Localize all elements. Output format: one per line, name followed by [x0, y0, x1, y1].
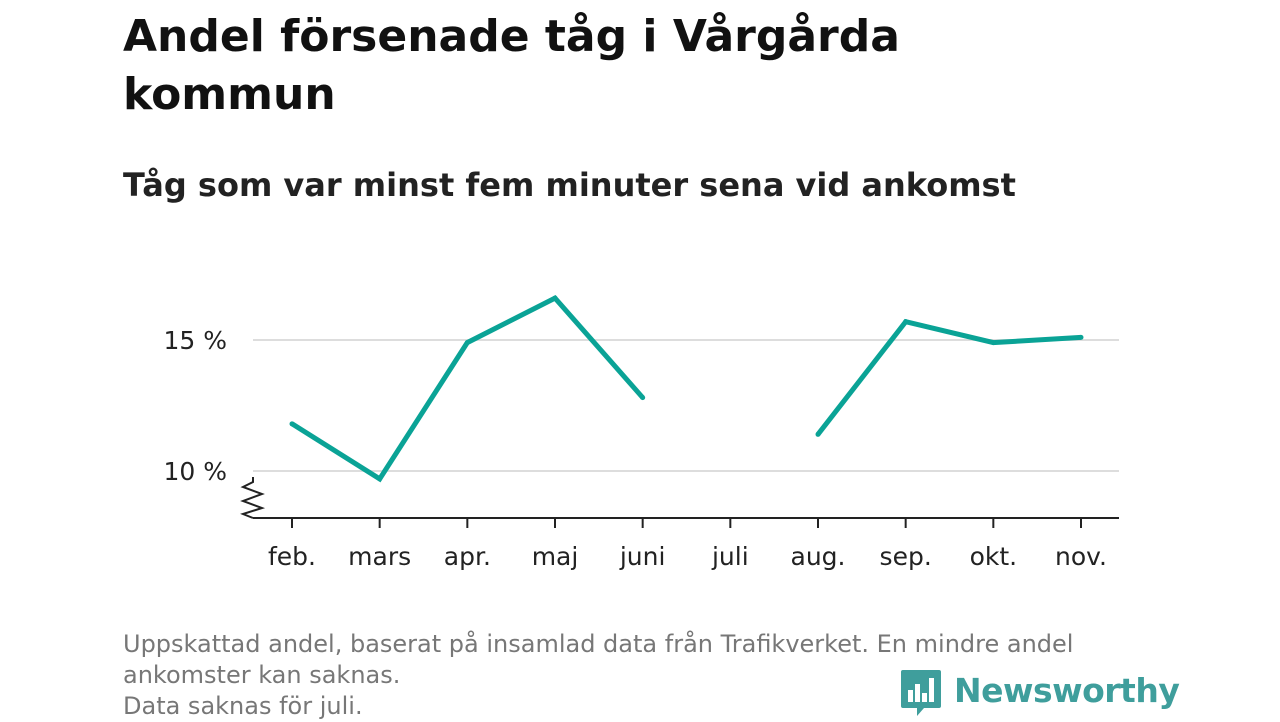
data-point [815, 431, 821, 437]
x-axis [240, 477, 1119, 528]
series-line [816, 318, 1082, 436]
data-point [640, 395, 646, 401]
data-point [552, 295, 558, 301]
x-tick-label: juni [619, 542, 666, 571]
chart-subtitle: Tåg som var minst fem minuter sena vid a… [123, 166, 1016, 204]
data-point [1078, 334, 1084, 340]
x-tick-label: apr. [444, 542, 491, 571]
data-series [289, 294, 1084, 483]
footnote-line: ankomster kan saknas. [123, 661, 401, 689]
x-tick-label: juli [711, 542, 749, 571]
series-line [290, 294, 645, 483]
y-tick-labels: 10 % 15 % [163, 326, 227, 486]
newsworthy-logo-icon [901, 670, 941, 716]
x-tick-label: aug. [791, 542, 846, 571]
data-point [289, 421, 295, 427]
chart-title: Andel försenade tåg i Vårgårda kommun [123, 11, 900, 120]
x-tick-label: okt. [970, 542, 1018, 571]
brand-name: Newsworthy [954, 671, 1180, 710]
data-point [377, 476, 383, 482]
x-tick-label: feb. [268, 542, 316, 571]
data-point [990, 340, 996, 346]
y-tick-label: 15 % [163, 326, 227, 355]
data-point [903, 319, 909, 325]
x-tick-label: nov. [1055, 542, 1107, 571]
x-tick-label: sep. [880, 542, 932, 571]
x-tick-labels: feb. mars apr. maj juni juli aug. sep. okt. nov. [268, 542, 1107, 571]
x-tick-label: maj [532, 542, 579, 571]
data-point [464, 340, 470, 346]
footnote: Uppskattad andel, baserat på insamlad da… [123, 629, 1163, 722]
x-tick-label: mars [348, 542, 411, 571]
footnote-line: Data saknas för juli. [123, 692, 363, 720]
brand-logo: Newsworthy [900, 668, 1180, 720]
y-tick-label: 10 % [163, 457, 227, 486]
axis-break-mark [240, 477, 266, 519]
gridlines [253, 339, 1119, 472]
footnote-line: Uppskattad andel, baserat på insamlad da… [123, 630, 1074, 658]
